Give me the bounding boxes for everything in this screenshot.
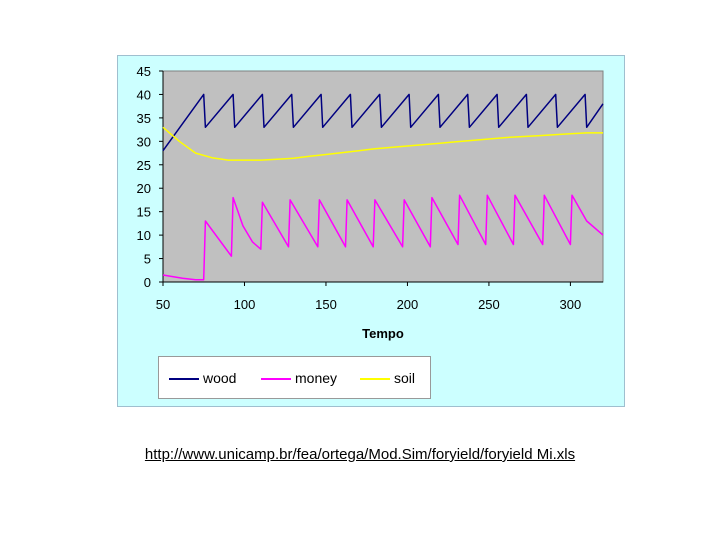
legend: wood money soil: [158, 356, 431, 399]
x-tick-label: 200: [397, 297, 419, 312]
y-tick-label: 0: [144, 275, 151, 290]
series-line-soil: [162, 126, 603, 161]
y-tick-label: 30: [137, 134, 151, 149]
chart-svg: 0 5 10 15 20 25 30 35 40 45 50 100 150 200 250 300 Tempo: [137, 64, 604, 341]
legend-label-money: money: [295, 370, 338, 386]
series-line-money: [162, 194, 604, 281]
legend-swatch-money: [261, 378, 291, 380]
legend-swatch-soil: [360, 378, 390, 380]
y-tick-label: 10: [137, 228, 151, 243]
source-url-text[interactable]: http://www.unicamp.br/fea/ortega/Mod.Sim…: [144, 446, 576, 463]
chart-panel: 0 5 10 15 20 25 30 35 40 45 50 100 150 200 250 300 Tempo…: [117, 55, 625, 407]
x-axis-label: Tempo: [362, 326, 404, 341]
legend-label-wood: wood: [203, 370, 237, 386]
y-tick-label: 40: [137, 87, 151, 102]
x-tick-label: 150: [315, 297, 337, 312]
plot-area: [162, 70, 604, 283]
y-tick-label: 35: [137, 111, 151, 126]
source-link[interactable]: http://www.unicamp.br/fea/ortega/Mod.Sim…: [0, 446, 720, 463]
legend-swatch-wood: [169, 378, 199, 380]
y-tick-label: 5: [144, 252, 151, 267]
y-tick-label: 15: [137, 205, 151, 220]
y-tick-label: 25: [137, 158, 151, 173]
x-tick-label: 50: [156, 297, 170, 312]
y-tick-label: 45: [137, 64, 151, 79]
x-tick-label: 100: [234, 297, 256, 312]
x-tick-label: 300: [560, 297, 582, 312]
series-line-wood: [162, 93, 604, 152]
x-tick-label: 250: [478, 297, 500, 312]
y-tick-label: 20: [137, 181, 151, 196]
legend-label-soil: soil: [394, 370, 416, 386]
